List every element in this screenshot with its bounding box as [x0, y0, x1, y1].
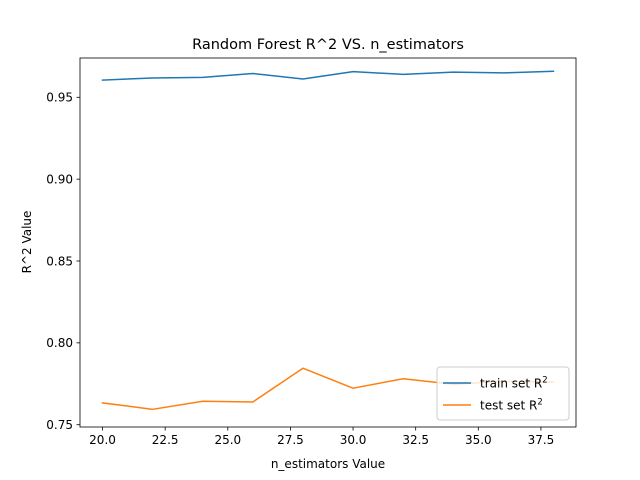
- y-axis-title: R^2 Value: [20, 211, 34, 274]
- chart-title: Random Forest R^2 VS. n_estimators: [192, 37, 464, 53]
- axes-frame: [79, 57, 577, 428]
- y-tick-label: 0.95: [46, 91, 73, 105]
- legend-label: test set R2: [480, 398, 543, 413]
- y-tick-label: 0.80: [46, 336, 73, 350]
- x-tick-label: 30.0: [340, 433, 367, 447]
- x-tick-label: 22.5: [152, 433, 179, 447]
- legend-label: train set R2: [480, 376, 548, 391]
- plot-area: 20.0 22.5 25.0 27.5 30.0 32.5 35.0 37.5 0.75 0.80…: [46, 57, 577, 447]
- y-tick-label: 0.85: [46, 254, 73, 268]
- legend-box: [436, 366, 570, 421]
- x-tick-label: 27.5: [277, 433, 304, 447]
- y-tick-label: 0.75: [46, 418, 73, 432]
- x-tick-label: 25.0: [214, 433, 241, 447]
- x-tick-label: 37.5: [528, 433, 555, 447]
- y-tick-label: 0.90: [46, 172, 73, 186]
- series-line: [101, 70, 555, 81]
- x-tick-label: 20.0: [89, 433, 116, 447]
- x-tick-label: 35.0: [465, 433, 492, 447]
- x-axis-title: n_estimators Value: [271, 457, 385, 471]
- x-tick-label: 32.5: [402, 433, 429, 447]
